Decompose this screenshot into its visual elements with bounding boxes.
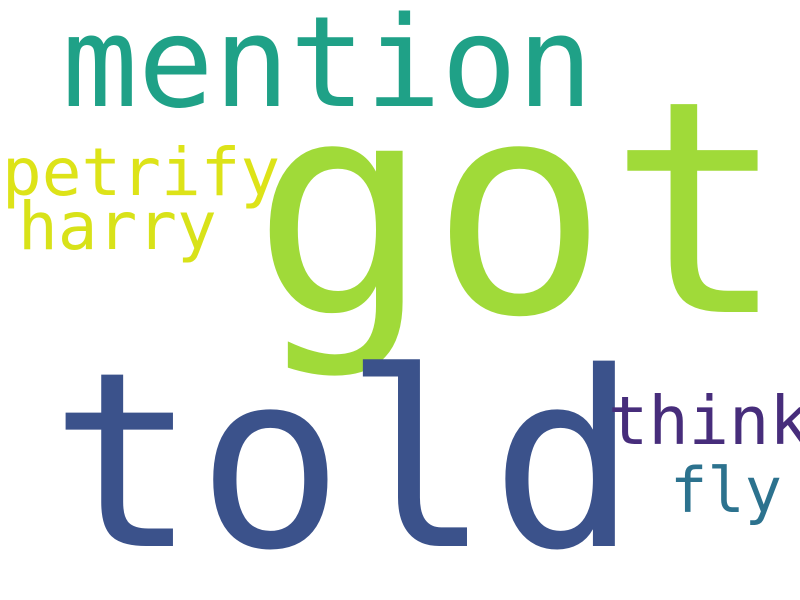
word-petrify: petrify — [2, 134, 281, 211]
word-fly: fly — [670, 454, 782, 527]
word-mention: mention — [62, 0, 594, 136]
word-got: got — [252, 37, 787, 382]
word-harry: harry — [18, 188, 217, 265]
word-told: told — [50, 320, 638, 600]
word-think: think — [608, 382, 800, 460]
